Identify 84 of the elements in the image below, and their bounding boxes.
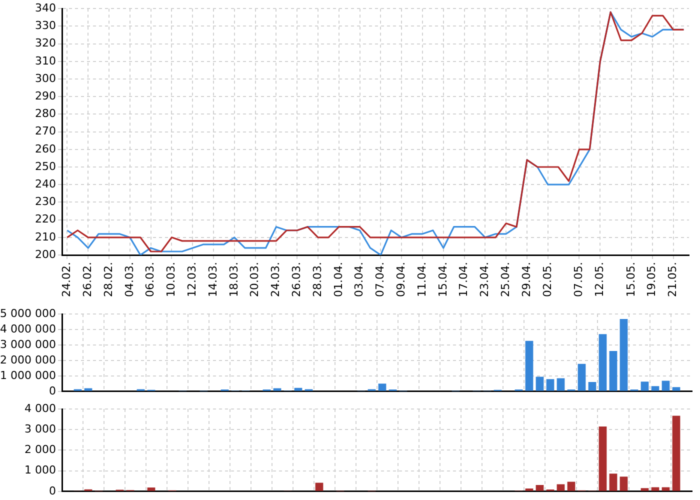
x-tick-label: 11.04. <box>415 262 428 298</box>
y-tick-label: 3 000 <box>24 422 56 436</box>
x-tick-label: 26.02. <box>80 262 94 298</box>
x-tick-label: 06.03. <box>144 262 157 298</box>
y-tick-label: 260 <box>35 142 56 156</box>
y-tick-label: 1 000 000 <box>0 368 56 382</box>
y-tick-label: 3 000 000 <box>0 338 56 351</box>
bar <box>672 416 680 491</box>
y-tick-label: 0 <box>49 384 56 398</box>
bar <box>556 484 565 491</box>
x-tick-label: 23.04. <box>478 262 492 298</box>
y-tick-label: 250 <box>35 160 56 173</box>
y-tick-label: 320 <box>35 36 56 50</box>
y-tick-label: 4 000 000 <box>0 322 56 336</box>
y-tick-label: 200 <box>35 248 56 261</box>
y-tick-label: 0 <box>49 484 56 498</box>
bar <box>536 376 544 391</box>
bar <box>567 482 576 491</box>
bar <box>546 379 554 391</box>
y-tick-label: 290 <box>35 89 56 102</box>
bar <box>536 485 544 491</box>
bar <box>662 487 670 491</box>
bar <box>662 380 670 391</box>
x-tick-label: 07.05. <box>572 262 586 298</box>
x-tick-label: 09.04. <box>394 262 408 298</box>
x-tick-label: 03.04. <box>352 262 366 298</box>
bar <box>315 482 324 491</box>
y-tick-label: 1 000 <box>24 464 56 477</box>
x-tick-label: 15.05. <box>624 262 638 298</box>
x-tick-label: 28.02. <box>102 262 115 298</box>
x-tick-label: 18.03. <box>227 262 240 298</box>
bar <box>598 426 607 491</box>
y-tick-label: 270 <box>35 124 56 138</box>
bar <box>378 384 386 391</box>
y-tick-label: 300 <box>35 72 56 85</box>
y-tick-label: 210 <box>35 230 56 244</box>
bar <box>640 382 649 391</box>
x-tick-label: 24.02. <box>60 262 74 298</box>
bar <box>578 364 586 391</box>
bar <box>620 476 628 491</box>
y-tick-label: 310 <box>35 54 56 68</box>
x-tick-label: 26.03. <box>290 262 303 298</box>
y-tick-label: 5 000 000 <box>0 306 56 320</box>
x-tick-label: 25.04. <box>498 262 512 298</box>
bar <box>609 350 618 391</box>
bar <box>273 388 282 391</box>
y-tick-label: 4 000 <box>24 402 56 415</box>
bar <box>588 382 596 391</box>
y-tick-label: 280 <box>35 107 56 120</box>
y-tick-label: 220 <box>35 212 56 226</box>
x-tick-label: 20.03. <box>248 262 262 298</box>
bar <box>640 488 649 491</box>
x-tick-label: 12.03. <box>185 262 198 298</box>
bar <box>598 334 607 391</box>
y-tick-label: 340 <box>35 1 56 14</box>
x-tick-label: 02.05. <box>540 262 554 298</box>
x-tick-label: 19.05. <box>645 262 658 298</box>
bar <box>147 487 156 491</box>
x-tick-label: 17.04. <box>457 262 470 298</box>
bar <box>556 378 565 391</box>
x-tick-label: 14.03. <box>206 262 220 298</box>
bar <box>620 318 628 391</box>
y-tick-label: 240 <box>35 177 56 190</box>
x-tick-label: 07.04. <box>374 262 387 298</box>
bar <box>525 340 534 391</box>
x-tick-label: 29.04. <box>520 262 533 298</box>
x-tick-label: 01.04. <box>332 262 345 298</box>
bar <box>84 388 92 391</box>
bar <box>672 387 680 391</box>
y-tick-label: 230 <box>35 195 56 208</box>
x-tick-label: 12.05. <box>593 262 606 298</box>
bar <box>651 487 660 491</box>
x-tick-label: 24.03. <box>269 262 282 298</box>
y-tick-label: 330 <box>35 19 56 32</box>
bar <box>294 388 302 391</box>
x-tick-label: 04.03. <box>122 262 136 298</box>
x-tick-label: 15.04. <box>436 262 450 298</box>
x-tick-label: 28.03. <box>310 262 324 298</box>
bar <box>651 386 660 391</box>
y-tick-label: 2 000 <box>24 443 56 456</box>
bar <box>609 474 618 491</box>
x-tick-label: 10.03. <box>164 262 178 298</box>
y-tick-label: 2 000 000 <box>0 353 56 366</box>
x-tick-label: 21.05. <box>666 262 680 298</box>
